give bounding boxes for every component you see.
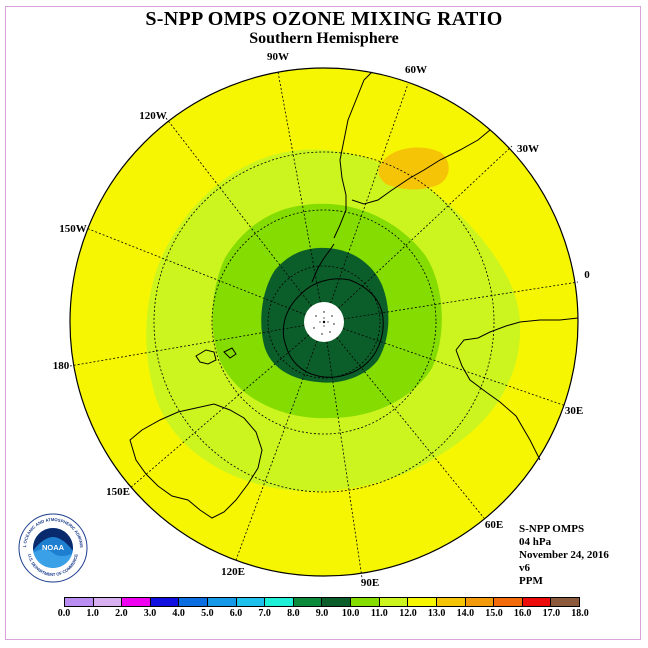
antarctica-coast [282,278,384,378]
colorbar-tick-label: 1.0 [86,608,99,619]
australia-coast [129,403,263,519]
colorbar-swatch [465,598,495,606]
antarctic-peninsula [311,243,335,283]
product-info: S-NPP OMPS 04 hPa November 24, 2016 v6 P… [519,523,609,588]
africa-coast [455,317,579,461]
colorbar-tick-label: 18.0 [571,608,589,619]
coastlines [129,71,579,519]
map-boundary [69,67,579,577]
colorbar-tick-label: 4.0 [172,608,185,619]
lon-label-120e: 120E [221,566,245,578]
image-border [5,6,641,640]
colorbar-swatch [436,598,466,606]
colorbar-swatch [293,598,323,606]
noaa-logo: NATIONAL OCEANIC AND ATMOSPHERIC ADMINIS… [18,513,88,583]
colorbar-swatch [551,598,579,606]
colorbar-tick-label: 14.0 [456,608,475,619]
colorbar-tick-label: 5.0 [201,608,214,619]
colorbar-tick-label: 11.0 [370,608,388,619]
colorbar-swatch [65,598,94,606]
lon-label-150e: 150E [106,486,130,498]
chart-title: S-NPP OMPS OZONE MIXING RATIO [145,8,503,30]
colorbar-swatch [265,598,294,606]
colorbar [64,597,580,607]
colorbar-swatch [351,598,380,606]
lon-label-120w: 120W [139,110,167,122]
colorbar-tick-label: 12.0 [399,608,417,619]
colorbar-swatch [379,598,409,606]
colorbar-swatch [408,598,437,606]
colorbar-tick-label: 13.0 [427,608,446,619]
colorbar-tick-label: 8.0 [287,608,300,619]
colorbar-swatch [522,598,552,606]
info-version: v6 [519,562,530,574]
colorbar-tick-label: 7.0 [258,608,271,619]
info-units: PPM [519,575,543,587]
colorbar-swatch [122,598,151,606]
chart-subtitle: Southern Hemisphere [249,30,399,47]
info-date: November 24, 2016 [519,549,609,561]
graticule [69,71,579,579]
new-zealand-coast [195,347,237,365]
logo-wordmark: NOAA [42,543,65,552]
colorbar-swatch [236,598,266,606]
lon-label-30w: 30W [517,143,539,155]
lon-label-30e: 30E [564,405,584,417]
colorbar-swatch [494,598,523,606]
lon-label-60w: 60W [405,64,427,76]
colorbar-swatch [150,598,180,606]
info-pressure-level: 04 hPa [519,536,552,548]
lon-label-150w: 150W [59,223,87,235]
colorbar-tick-label: 2.0 [115,608,128,619]
colorbar-swatch [179,598,209,606]
colorbar-swatch [208,598,237,606]
lon-label-90w: 90W [267,51,289,63]
colorbar-tick-label: 17.0 [542,608,561,619]
contour-13-14 [378,147,449,190]
pole-dots [313,311,335,335]
lon-label-180: 180 [52,360,70,372]
colorbar-tick-label: 6.0 [229,608,243,619]
colorbar-swatch [322,598,352,606]
colorbar-tick-label: 3.0 [143,608,157,619]
colorbar-tick-label: 10.0 [341,608,360,619]
lon-label-0: 0 [584,269,590,281]
lon-label-60e: 60E [484,519,504,531]
colorbar-swatch [93,598,123,606]
colorbar-tick-label: 9.0 [315,608,329,619]
lon-label-90e: 90E [360,577,380,589]
colorbar-tick-label: 0.0 [57,608,71,619]
colorbar-tick-label: 15.0 [485,608,503,619]
south-america-coast [333,71,491,239]
colorbar-tick-label: 16.0 [513,608,532,619]
info-instrument: S-NPP OMPS [519,523,585,535]
